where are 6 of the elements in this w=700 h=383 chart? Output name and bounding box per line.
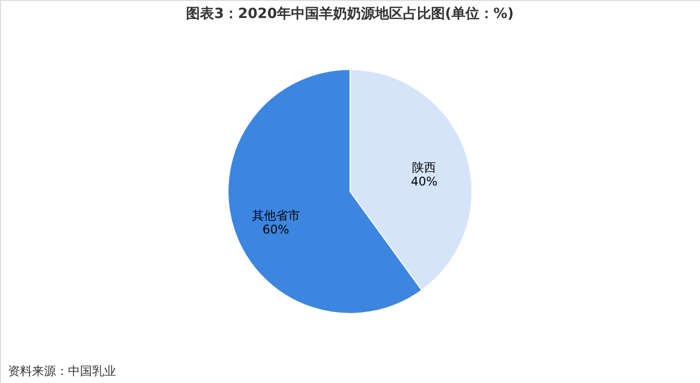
- chart-title: 图表3：2020年中国羊奶奶源地区占比图(单位：%): [186, 6, 514, 22]
- data-label: 40%: [410, 174, 438, 188]
- text: 资料来源：中国乳业: [8, 364, 116, 378]
- slice-label: 其他省市: [252, 208, 300, 223]
- slice-label: 陕西: [412, 160, 436, 174]
- data-label: 60%: [262, 222, 290, 237]
